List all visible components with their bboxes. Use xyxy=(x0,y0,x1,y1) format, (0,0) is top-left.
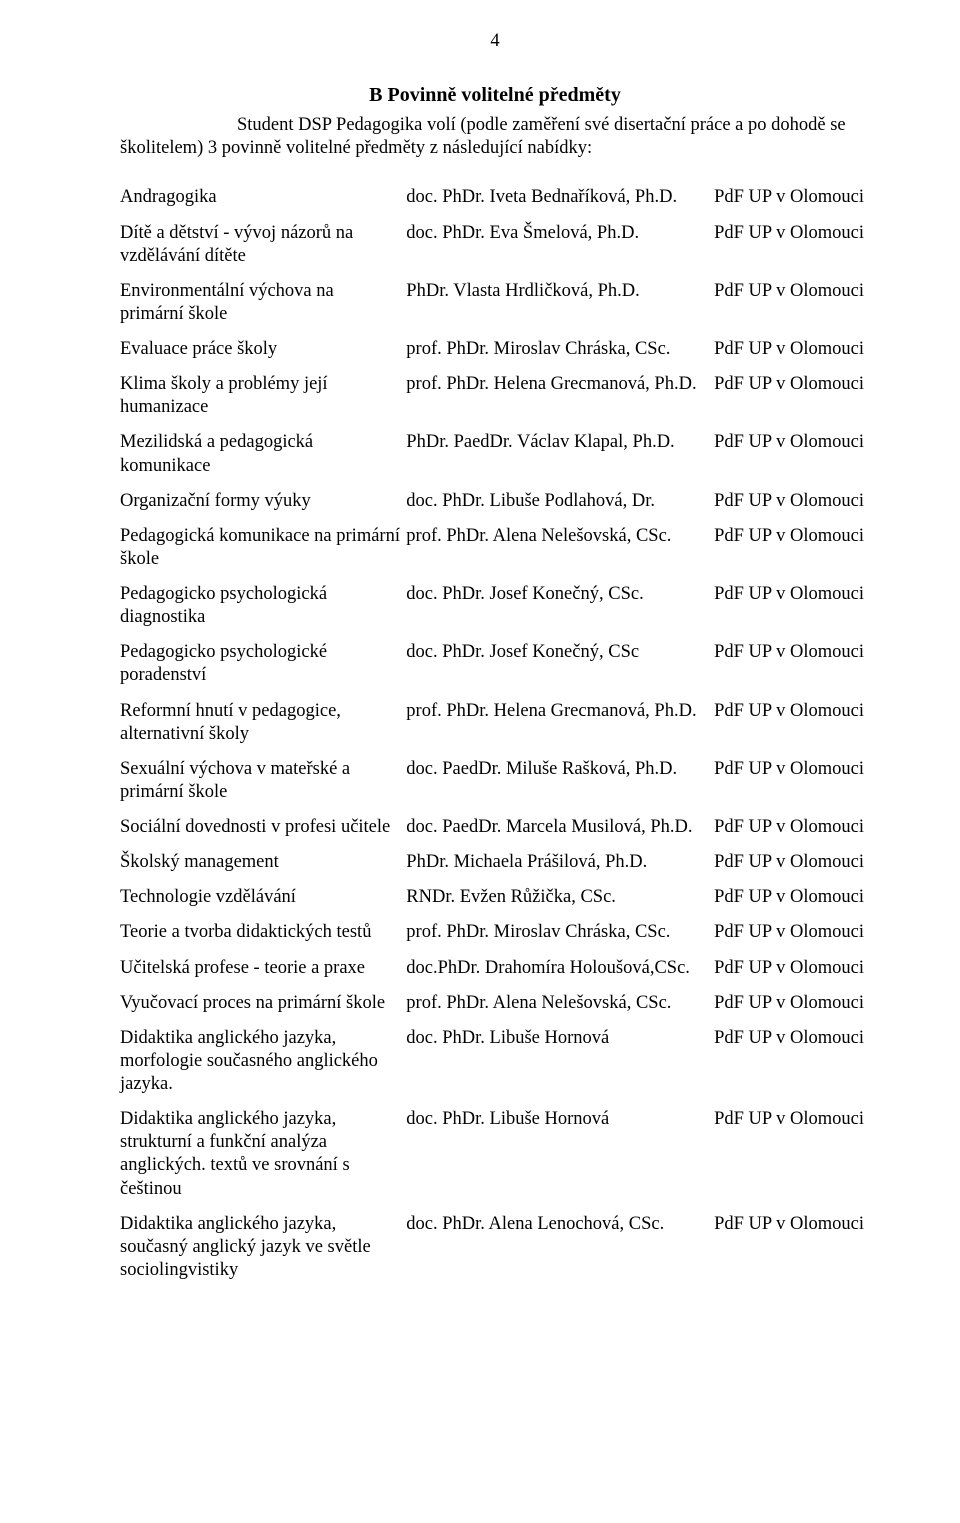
affiliation-cell: PdF UP v Olomouci xyxy=(714,694,870,752)
table-row: Technologie vzděláváníRNDr. Evžen Růžičk… xyxy=(120,880,870,915)
affiliation-cell: PdF UP v Olomouci xyxy=(714,915,870,950)
intro-line-1: Student DSP Pedagogika volí (podle zaměř… xyxy=(120,114,870,137)
subject-cell: Dítě a dětství - vývoj názorů na vzděláv… xyxy=(120,216,406,274)
affiliation-cell: PdF UP v Olomouci xyxy=(714,274,870,332)
affiliation-cell: PdF UP v Olomouci xyxy=(714,880,870,915)
section-heading: B Povinně volitelné předměty xyxy=(120,83,870,108)
table-row: Sexuální výchova v mateřské a primární š… xyxy=(120,752,870,810)
teacher-cell: PhDr. Vlasta Hrdličková, Ph.D. xyxy=(406,274,714,332)
subject-cell: Technologie vzdělávání xyxy=(120,880,406,915)
teacher-cell: prof. PhDr. Alena Nelešovská, CSc. xyxy=(406,986,714,1021)
affiliation-cell: PdF UP v Olomouci xyxy=(714,1021,870,1102)
subject-cell: Teorie a tvorba didaktických testů xyxy=(120,915,406,950)
subject-cell: Didaktika anglického jazyka, strukturní … xyxy=(120,1102,406,1207)
intro-line-2: školitelem) 3 povinně volitelné předměty… xyxy=(120,137,870,160)
table-row: Vyučovací proces na primární školeprof. … xyxy=(120,986,870,1021)
page-number: 4 xyxy=(120,30,870,53)
subject-cell: Pedagogicko psychologická diagnostika xyxy=(120,577,406,635)
table-row: Mezilidská a pedagogická komunikacePhDr.… xyxy=(120,425,870,483)
teacher-cell: doc. PhDr. Libuše Podlahová, Dr. xyxy=(406,484,714,519)
affiliation-cell: PdF UP v Olomouci xyxy=(714,425,870,483)
affiliation-cell: PdF UP v Olomouci xyxy=(714,1207,870,1288)
subject-cell: Školský management xyxy=(120,845,406,880)
teacher-cell: doc. PhDr. Josef Konečný, CSc. xyxy=(406,577,714,635)
teacher-cell: doc. PaedDr. Miluše Rašková, Ph.D. xyxy=(406,752,714,810)
teacher-cell: doc. PhDr. Eva Šmelová, Ph.D. xyxy=(406,216,714,274)
table-row: Učitelská profese - teorie a praxedoc.Ph… xyxy=(120,951,870,986)
teacher-cell: doc.PhDr. Drahomíra Holoušová,CSc. xyxy=(406,951,714,986)
teacher-cell: doc. PhDr. Alena Lenochová, CSc. xyxy=(406,1207,714,1288)
document-page: 4 B Povinně volitelné předměty Student D… xyxy=(0,0,960,1348)
teacher-cell: doc. PhDr. Iveta Bednaříková, Ph.D. xyxy=(406,180,714,215)
subject-cell: Evaluace práce školy xyxy=(120,332,406,367)
teacher-cell: prof. PhDr. Helena Grecmanová, Ph.D. xyxy=(406,367,714,425)
affiliation-cell: PdF UP v Olomouci xyxy=(714,367,870,425)
teacher-cell: prof. PhDr. Miroslav Chráska, CSc. xyxy=(406,915,714,950)
table-row: Didaktika anglického jazyka, strukturní … xyxy=(120,1102,870,1207)
teacher-cell: RNDr. Evžen Růžička, CSc. xyxy=(406,880,714,915)
teacher-cell: prof. PhDr. Miroslav Chráska, CSc. xyxy=(406,332,714,367)
affiliation-cell: PdF UP v Olomouci xyxy=(714,986,870,1021)
subjects-table: Andragogikadoc. PhDr. Iveta Bednaříková,… xyxy=(120,180,870,1288)
affiliation-cell: PdF UP v Olomouci xyxy=(714,845,870,880)
table-row: Evaluace práce školyprof. PhDr. Miroslav… xyxy=(120,332,870,367)
table-row: Reformní hnutí v pedagogice, alternativn… xyxy=(120,694,870,752)
table-row: Environmentální výchova na primární škol… xyxy=(120,274,870,332)
affiliation-cell: PdF UP v Olomouci xyxy=(714,752,870,810)
table-row: Didaktika anglického jazyka, současný an… xyxy=(120,1207,870,1288)
subject-cell: Klima školy a problémy její humanizace xyxy=(120,367,406,425)
subject-cell: Didaktika anglického jazyka, současný an… xyxy=(120,1207,406,1288)
table-row: Organizační formy výukydoc. PhDr. Libuše… xyxy=(120,484,870,519)
table-row: Andragogikadoc. PhDr. Iveta Bednaříková,… xyxy=(120,180,870,215)
subject-cell: Mezilidská a pedagogická komunikace xyxy=(120,425,406,483)
teacher-cell: prof. PhDr. Helena Grecmanová, Ph.D. xyxy=(406,694,714,752)
intro-paragraph: Student DSP Pedagogika volí (podle zaměř… xyxy=(120,114,870,160)
teacher-cell: PhDr. PaedDr. Václav Klapal, Ph.D. xyxy=(406,425,714,483)
affiliation-cell: PdF UP v Olomouci xyxy=(714,1102,870,1207)
teacher-cell: doc. PhDr. Josef Konečný, CSc xyxy=(406,635,714,693)
subject-cell: Organizační formy výuky xyxy=(120,484,406,519)
teacher-cell: doc. PhDr. Libuše Hornová xyxy=(406,1021,714,1102)
subject-cell: Sexuální výchova v mateřské a primární š… xyxy=(120,752,406,810)
affiliation-cell: PdF UP v Olomouci xyxy=(714,519,870,577)
table-row: Didaktika anglického jazyka, morfologie … xyxy=(120,1021,870,1102)
table-row: Pedagogicko psychologické poradenstvídoc… xyxy=(120,635,870,693)
affiliation-cell: PdF UP v Olomouci xyxy=(714,484,870,519)
table-row: Teorie a tvorba didaktických testůprof. … xyxy=(120,915,870,950)
subject-cell: Andragogika xyxy=(120,180,406,215)
table-row: Klima školy a problémy její humanizacepr… xyxy=(120,367,870,425)
teacher-cell: PhDr. Michaela Prášilová, Ph.D. xyxy=(406,845,714,880)
teacher-cell: doc. PhDr. Libuše Hornová xyxy=(406,1102,714,1207)
affiliation-cell: PdF UP v Olomouci xyxy=(714,951,870,986)
teacher-cell: doc. PaedDr. Marcela Musilová, Ph.D. xyxy=(406,810,714,845)
subject-cell: Pedagogicko psychologické poradenství xyxy=(120,635,406,693)
subject-cell: Didaktika anglického jazyka, morfologie … xyxy=(120,1021,406,1102)
affiliation-cell: PdF UP v Olomouci xyxy=(714,810,870,845)
table-row: Dítě a dětství - vývoj názorů na vzděláv… xyxy=(120,216,870,274)
table-row: Sociální dovednosti v profesi učiteledoc… xyxy=(120,810,870,845)
subject-cell: Učitelská profese - teorie a praxe xyxy=(120,951,406,986)
subject-cell: Vyučovací proces na primární škole xyxy=(120,986,406,1021)
subject-cell: Pedagogická komunikace na primární škole xyxy=(120,519,406,577)
table-row: Pedagogická komunikace na primární škole… xyxy=(120,519,870,577)
table-row: Školský managementPhDr. Michaela Prášilo… xyxy=(120,845,870,880)
affiliation-cell: PdF UP v Olomouci xyxy=(714,216,870,274)
subject-cell: Sociální dovednosti v profesi učitele xyxy=(120,810,406,845)
affiliation-cell: PdF UP v Olomouci xyxy=(714,332,870,367)
affiliation-cell: PdF UP v Olomouci xyxy=(714,577,870,635)
subject-cell: Reformní hnutí v pedagogice, alternativn… xyxy=(120,694,406,752)
table-row: Pedagogicko psychologická diagnostikadoc… xyxy=(120,577,870,635)
subject-cell: Environmentální výchova na primární škol… xyxy=(120,274,406,332)
affiliation-cell: PdF UP v Olomouci xyxy=(714,635,870,693)
affiliation-cell: PdF UP v Olomouci xyxy=(714,180,870,215)
teacher-cell: prof. PhDr. Alena Nelešovská, CSc. xyxy=(406,519,714,577)
